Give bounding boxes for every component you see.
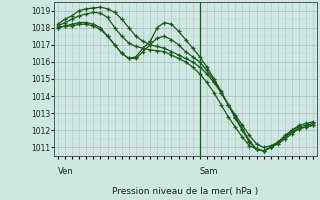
Text: Ven: Ven — [58, 167, 74, 176]
Text: Sam: Sam — [200, 167, 218, 176]
Text: Pression niveau de la mer( hPa ): Pression niveau de la mer( hPa ) — [112, 187, 259, 196]
